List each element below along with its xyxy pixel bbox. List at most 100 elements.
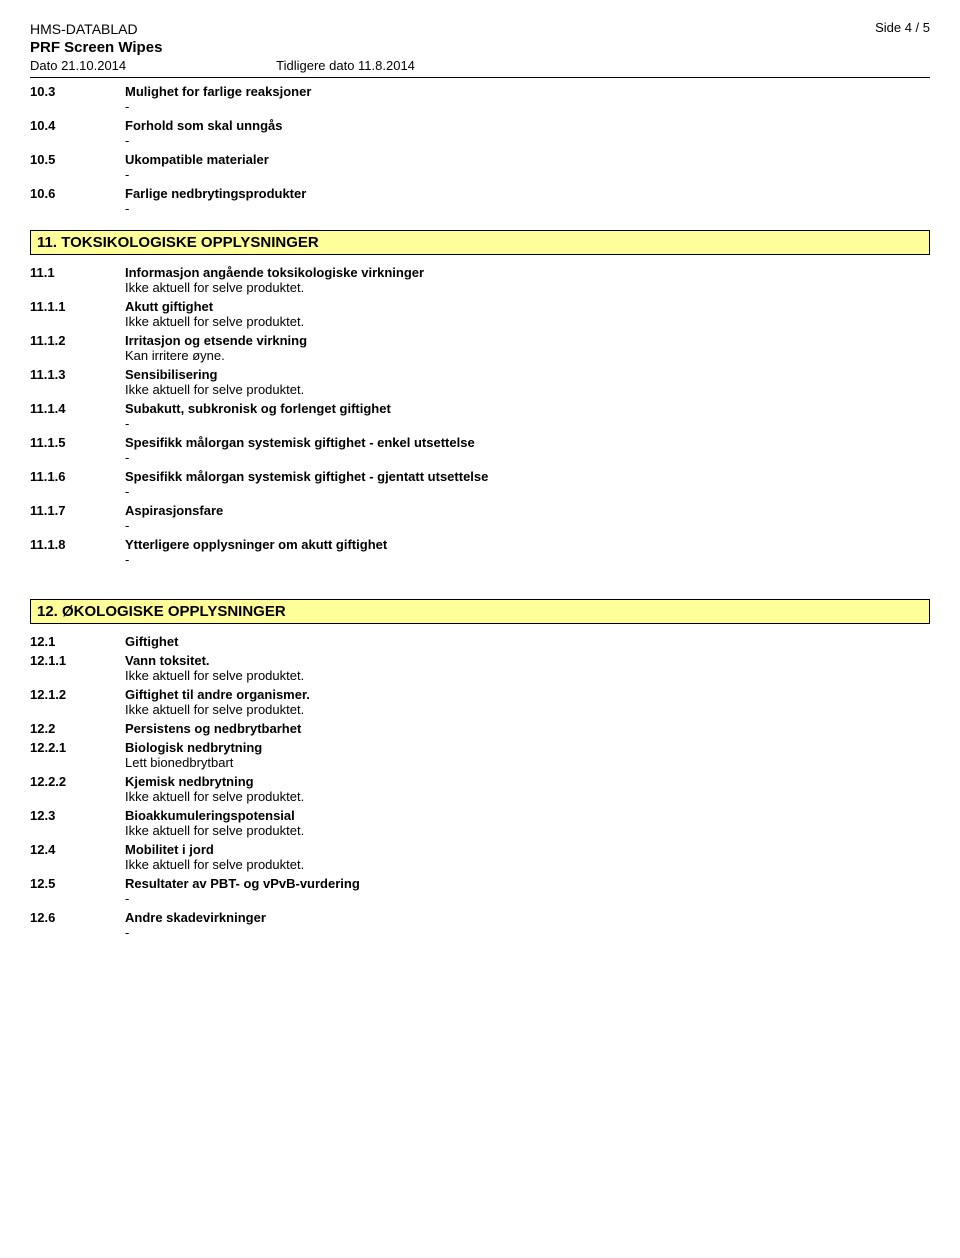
row-number: 12.3 — [30, 808, 125, 838]
date-row: Dato 21.10.2014 Tidligere dato 11.8.2014 — [30, 58, 415, 75]
data-row: 11.1.6Spesifikk målorgan systemisk gifti… — [30, 469, 930, 499]
row-heading: Spesifikk målorgan systemisk giftighet -… — [125, 469, 930, 484]
row-heading: Informasjon angående toksikologiske virk… — [125, 265, 930, 280]
row-content: Ukompatible materialer- — [125, 152, 930, 182]
row-number: 12.2.1 — [30, 740, 125, 770]
row-content: Ytterligere opplysninger om akutt giftig… — [125, 537, 930, 567]
row-number: 10.4 — [30, 118, 125, 148]
row-content: Persistens og nedbrytbarhet — [125, 721, 930, 736]
data-row: 10.4Forhold som skal unngås- — [30, 118, 930, 148]
row-subtext: - — [125, 99, 930, 114]
data-row: 11.1Informasjon angående toksikologiske … — [30, 265, 930, 295]
row-content: Aspirasjonsfare- — [125, 503, 930, 533]
row-content: Andre skadevirkninger- — [125, 910, 930, 940]
row-number: 10.5 — [30, 152, 125, 182]
row-number: 11.1.2 — [30, 333, 125, 363]
row-heading: Aspirasjonsfare — [125, 503, 930, 518]
row-content: BioakkumuleringspotensialIkke aktuell fo… — [125, 808, 930, 838]
data-row: 11.1.3SensibiliseringIkke aktuell for se… — [30, 367, 930, 397]
row-heading: Farlige nedbrytingsprodukter — [125, 186, 930, 201]
row-subtext: Ikke aktuell for selve produktet. — [125, 314, 930, 329]
data-row: 10.3Mulighet for farlige reaksjoner- — [30, 84, 930, 114]
row-heading: Forhold som skal unngås — [125, 118, 930, 133]
data-row: 11.1.5Spesifikk målorgan systemisk gifti… — [30, 435, 930, 465]
data-row: 12.6Andre skadevirkninger- — [30, 910, 930, 940]
page-number: Side 4 / 5 — [875, 20, 930, 35]
row-heading: Giftighet — [125, 634, 930, 649]
row-subtext: - — [125, 891, 930, 906]
data-row: 10.6Farlige nedbrytingsprodukter- — [30, 186, 930, 216]
row-content: Spesifikk målorgan systemisk giftighet -… — [125, 469, 930, 499]
row-number: 11.1 — [30, 265, 125, 295]
row-number: 11.1.7 — [30, 503, 125, 533]
row-heading: Giftighet til andre organismer. — [125, 687, 930, 702]
data-row: 12.1Giftighet — [30, 634, 930, 649]
row-heading: Biologisk nedbrytning — [125, 740, 930, 755]
row-number: 12.2 — [30, 721, 125, 736]
row-number: 12.5 — [30, 876, 125, 906]
row-content: Giftighet — [125, 634, 930, 649]
row-content: Forhold som skal unngås- — [125, 118, 930, 148]
row-heading: Kjemisk nedbrytning — [125, 774, 930, 789]
row-content: Irritasjon og etsende virkningKan irrite… — [125, 333, 930, 363]
row-subtext: - — [125, 416, 930, 431]
row-content: Vann toksitet.Ikke aktuell for selve pro… — [125, 653, 930, 683]
section-10-rows: 10.3Mulighet for farlige reaksjoner- 10.4… — [30, 84, 930, 216]
row-content: Akutt giftighetIkke aktuell for selve pr… — [125, 299, 930, 329]
row-number: 11.1.1 — [30, 299, 125, 329]
row-subtext: - — [125, 167, 930, 182]
row-heading: Spesifikk målorgan systemisk giftighet -… — [125, 435, 930, 450]
row-subtext: Ikke aktuell for selve produktet. — [125, 668, 930, 683]
data-row: 12.4Mobilitet i jordIkke aktuell for sel… — [30, 842, 930, 872]
row-subtext: - — [125, 484, 930, 499]
row-content: Mobilitet i jordIkke aktuell for selve p… — [125, 842, 930, 872]
section-12-rows: 12.1Giftighet12.1.1Vann toksitet.Ikke ak… — [30, 634, 930, 940]
row-heading: Bioakkumuleringspotensial — [125, 808, 930, 823]
row-heading: Irritasjon og etsende virkning — [125, 333, 930, 348]
prev-date: Tidligere dato 11.8.2014 — [276, 58, 415, 75]
row-subtext: - — [125, 133, 930, 148]
data-row: 12.3BioakkumuleringspotensialIkke aktuel… — [30, 808, 930, 838]
data-row: 12.2.2Kjemisk nedbrytningIkke aktuell fo… — [30, 774, 930, 804]
data-row: 12.5Resultater av PBT- og vPvB-vurdering… — [30, 876, 930, 906]
row-number: 12.1 — [30, 634, 125, 649]
row-heading: Mobilitet i jord — [125, 842, 930, 857]
row-heading: Ukompatible materialer — [125, 152, 930, 167]
row-number: 12.1.1 — [30, 653, 125, 683]
row-subtext: - — [125, 450, 930, 465]
product-name: PRF Screen Wipes — [30, 38, 415, 58]
row-content: SensibiliseringIkke aktuell for selve pr… — [125, 367, 930, 397]
row-content: Kjemisk nedbrytningIkke aktuell for selv… — [125, 774, 930, 804]
row-number: 11.1.4 — [30, 401, 125, 431]
row-number: 10.3 — [30, 84, 125, 114]
row-content: Resultater av PBT- og vPvB-vurdering- — [125, 876, 930, 906]
page-header: HMS-DATABLAD PRF Screen Wipes Dato 21.10… — [30, 20, 930, 75]
doc-type: HMS-DATABLAD — [30, 20, 415, 38]
row-content: Subakutt, subkronisk og forlenget giftig… — [125, 401, 930, 431]
header-rule — [30, 77, 930, 78]
row-subtext: - — [125, 201, 930, 216]
row-subtext: Ikke aktuell for selve produktet. — [125, 702, 930, 717]
row-content: Giftighet til andre organismer.Ikke aktu… — [125, 687, 930, 717]
row-subtext: Ikke aktuell for selve produktet. — [125, 382, 930, 397]
row-subtext: Ikke aktuell for selve produktet. — [125, 789, 930, 804]
header-left: HMS-DATABLAD PRF Screen Wipes Dato 21.10… — [30, 20, 415, 75]
row-number: 10.6 — [30, 186, 125, 216]
row-heading: Ytterligere opplysninger om akutt giftig… — [125, 537, 930, 552]
data-row: 11.1.8Ytterligere opplysninger om akutt … — [30, 537, 930, 567]
row-content: Spesifikk målorgan systemisk giftighet -… — [125, 435, 930, 465]
data-row: 10.5Ukompatible materialer- — [30, 152, 930, 182]
row-content: Farlige nedbrytingsprodukter- — [125, 186, 930, 216]
row-number: 12.6 — [30, 910, 125, 940]
row-content: Informasjon angående toksikologiske virk… — [125, 265, 930, 295]
row-heading: Sensibilisering — [125, 367, 930, 382]
row-heading: Vann toksitet. — [125, 653, 930, 668]
row-number: 12.4 — [30, 842, 125, 872]
data-row: 12.1.2Giftighet til andre organismer.Ikk… — [30, 687, 930, 717]
section-12-header: 12. ØKOLOGISKE OPPLYSNINGER — [30, 599, 930, 624]
row-subtext: - — [125, 552, 930, 567]
data-row: 11.1.7Aspirasjonsfare- — [30, 503, 930, 533]
data-row: 12.2Persistens og nedbrytbarhet — [30, 721, 930, 736]
section-11-rows: 11.1Informasjon angående toksikologiske … — [30, 265, 930, 567]
date: Dato 21.10.2014 — [30, 58, 126, 75]
